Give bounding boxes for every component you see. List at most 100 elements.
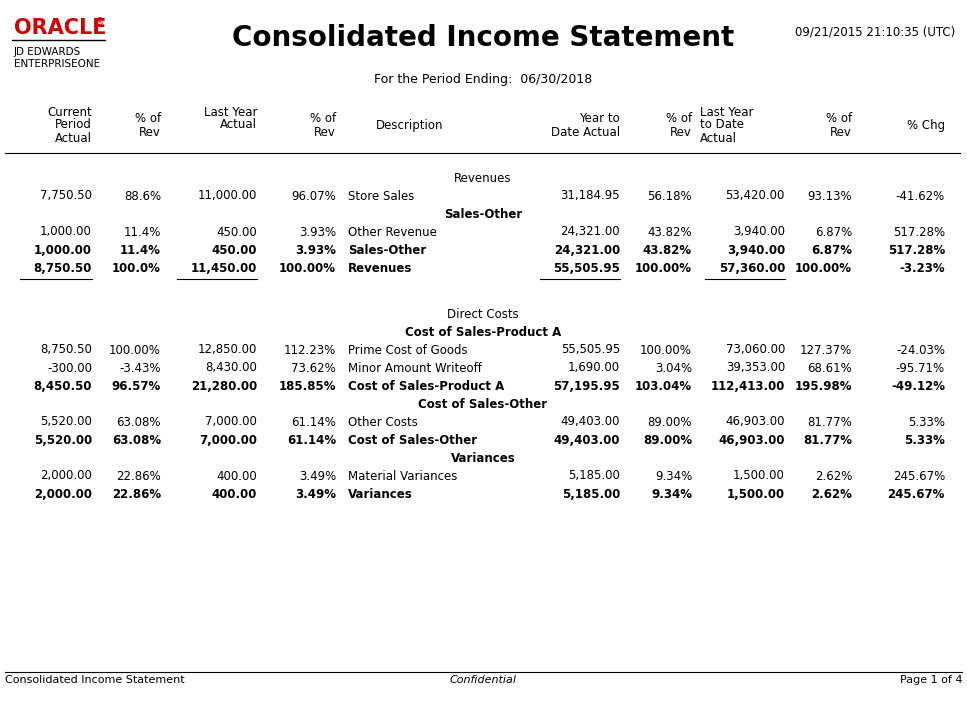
Text: ORACLE: ORACLE [14, 18, 106, 38]
Text: -300.00: -300.00 [47, 361, 92, 375]
Text: 517.28%: 517.28% [888, 243, 945, 257]
Text: 6.87%: 6.87% [811, 243, 852, 257]
Text: JD EDWARDS: JD EDWARDS [14, 47, 81, 57]
Text: 1,500.00: 1,500.00 [727, 488, 785, 501]
Text: to Date: to Date [700, 119, 744, 132]
Text: % Chg: % Chg [907, 119, 945, 132]
Text: 68.61%: 68.61% [807, 361, 852, 375]
Text: 5,185.00: 5,185.00 [569, 469, 620, 482]
Text: Actual: Actual [220, 119, 257, 132]
Text: 11.4%: 11.4% [120, 243, 161, 257]
Text: Cost of Sales-Other: Cost of Sales-Other [348, 433, 477, 447]
Text: Actual: Actual [55, 132, 92, 144]
Text: 100.00%: 100.00% [640, 344, 692, 356]
Text: % of: % of [134, 112, 161, 126]
Text: Sales-Other: Sales-Other [444, 207, 522, 221]
Text: % of: % of [666, 112, 692, 126]
Text: 81.77%: 81.77% [807, 416, 852, 428]
Text: 3,940.00: 3,940.00 [733, 226, 785, 238]
Text: 46,903.00: 46,903.00 [725, 416, 785, 428]
Text: Other Revenue: Other Revenue [348, 226, 437, 238]
Text: Last Year: Last Year [203, 105, 257, 119]
Text: Consolidated Income Statement: Consolidated Income Statement [232, 24, 734, 52]
Text: 2.62%: 2.62% [814, 469, 852, 482]
Text: Revenues: Revenues [454, 172, 512, 185]
Text: % of: % of [826, 112, 852, 126]
Text: 63.08%: 63.08% [112, 433, 161, 447]
Text: 9.34%: 9.34% [655, 469, 692, 482]
Text: 112.23%: 112.23% [283, 344, 336, 356]
Text: Sales-Other: Sales-Other [348, 243, 426, 257]
Text: 24,321.00: 24,321.00 [554, 243, 620, 257]
Text: 7,750.50: 7,750.50 [40, 189, 92, 202]
Text: 5,520.00: 5,520.00 [40, 416, 92, 428]
Text: 09/21/2015 21:10:35 (UTC): 09/21/2015 21:10:35 (UTC) [795, 25, 955, 38]
Text: 245.67%: 245.67% [893, 469, 945, 482]
Text: 400.00: 400.00 [217, 469, 257, 482]
Text: -49.12%: -49.12% [891, 380, 945, 392]
Text: 88.6%: 88.6% [124, 189, 161, 202]
Text: -3.43%: -3.43% [120, 361, 161, 375]
Text: 5,520.00: 5,520.00 [34, 433, 92, 447]
Text: Material Variances: Material Variances [348, 469, 457, 482]
Text: Last Year: Last Year [700, 105, 753, 119]
Text: Minor Amount Writeoff: Minor Amount Writeoff [348, 361, 482, 375]
Text: Period: Period [55, 119, 92, 132]
Text: 8,750.50: 8,750.50 [34, 262, 92, 274]
Text: ®: ® [95, 17, 104, 27]
Text: 100.00%: 100.00% [635, 262, 692, 274]
Text: Confidential: Confidential [450, 675, 516, 685]
Text: 3.93%: 3.93% [295, 243, 336, 257]
Text: 96.57%: 96.57% [112, 380, 161, 392]
Text: Revenues: Revenues [348, 262, 412, 274]
Text: 39,353.00: 39,353.00 [726, 361, 785, 375]
Text: ENTERPRISEONE: ENTERPRISEONE [14, 59, 101, 69]
Text: 100.00%: 100.00% [109, 344, 161, 356]
Text: Date Actual: Date Actual [551, 126, 620, 139]
Text: 103.04%: 103.04% [635, 380, 692, 392]
Text: 3.49%: 3.49% [299, 469, 336, 482]
Text: 100.00%: 100.00% [279, 262, 336, 274]
Text: 6.87%: 6.87% [815, 226, 852, 238]
Text: Store Sales: Store Sales [348, 189, 415, 202]
Text: 49,403.00: 49,403.00 [553, 433, 620, 447]
Text: 185.85%: 185.85% [278, 380, 336, 392]
Text: 11,000.00: 11,000.00 [197, 189, 257, 202]
Text: -95.71%: -95.71% [895, 361, 945, 375]
Text: 2,000.00: 2,000.00 [34, 488, 92, 501]
Text: 61.14%: 61.14% [291, 416, 336, 428]
Text: 57,360.00: 57,360.00 [718, 262, 785, 274]
Text: 81.77%: 81.77% [803, 433, 852, 447]
Text: 22.86%: 22.86% [116, 469, 161, 482]
Text: 3.49%: 3.49% [295, 488, 336, 501]
Text: 43.82%: 43.82% [643, 243, 692, 257]
Text: 89.00%: 89.00% [643, 433, 692, 447]
Text: -3.23%: -3.23% [899, 262, 945, 274]
Text: 1,500.00: 1,500.00 [733, 469, 785, 482]
Text: Rev: Rev [830, 126, 852, 139]
Text: Rev: Rev [139, 126, 161, 139]
Text: Consolidated Income Statement: Consolidated Income Statement [5, 675, 185, 685]
Text: 73.62%: 73.62% [291, 361, 336, 375]
Text: 24,321.00: 24,321.00 [560, 226, 620, 238]
Text: 450.00: 450.00 [212, 243, 257, 257]
Text: 55,505.95: 55,505.95 [553, 262, 620, 274]
Text: 8,750.50: 8,750.50 [40, 344, 92, 356]
Text: Other Costs: Other Costs [348, 416, 418, 428]
Text: 57,195.95: 57,195.95 [553, 380, 620, 392]
Text: 195.98%: 195.98% [795, 380, 852, 392]
Text: 93.13%: 93.13% [807, 189, 852, 202]
Text: 9.34%: 9.34% [651, 488, 692, 501]
Text: 12,850.00: 12,850.00 [197, 344, 257, 356]
Text: 31,184.95: 31,184.95 [560, 189, 620, 202]
Text: 400.00: 400.00 [212, 488, 257, 501]
Text: 245.67%: 245.67% [888, 488, 945, 501]
Text: 43.82%: 43.82% [647, 226, 692, 238]
Text: 3.04%: 3.04% [655, 361, 692, 375]
Text: 8,430.00: 8,430.00 [205, 361, 257, 375]
Text: 73,060.00: 73,060.00 [725, 344, 785, 356]
Text: 22.86%: 22.86% [112, 488, 161, 501]
Text: Rev: Rev [314, 126, 336, 139]
Text: 7,000.00: 7,000.00 [199, 433, 257, 447]
Text: Current: Current [47, 105, 92, 119]
